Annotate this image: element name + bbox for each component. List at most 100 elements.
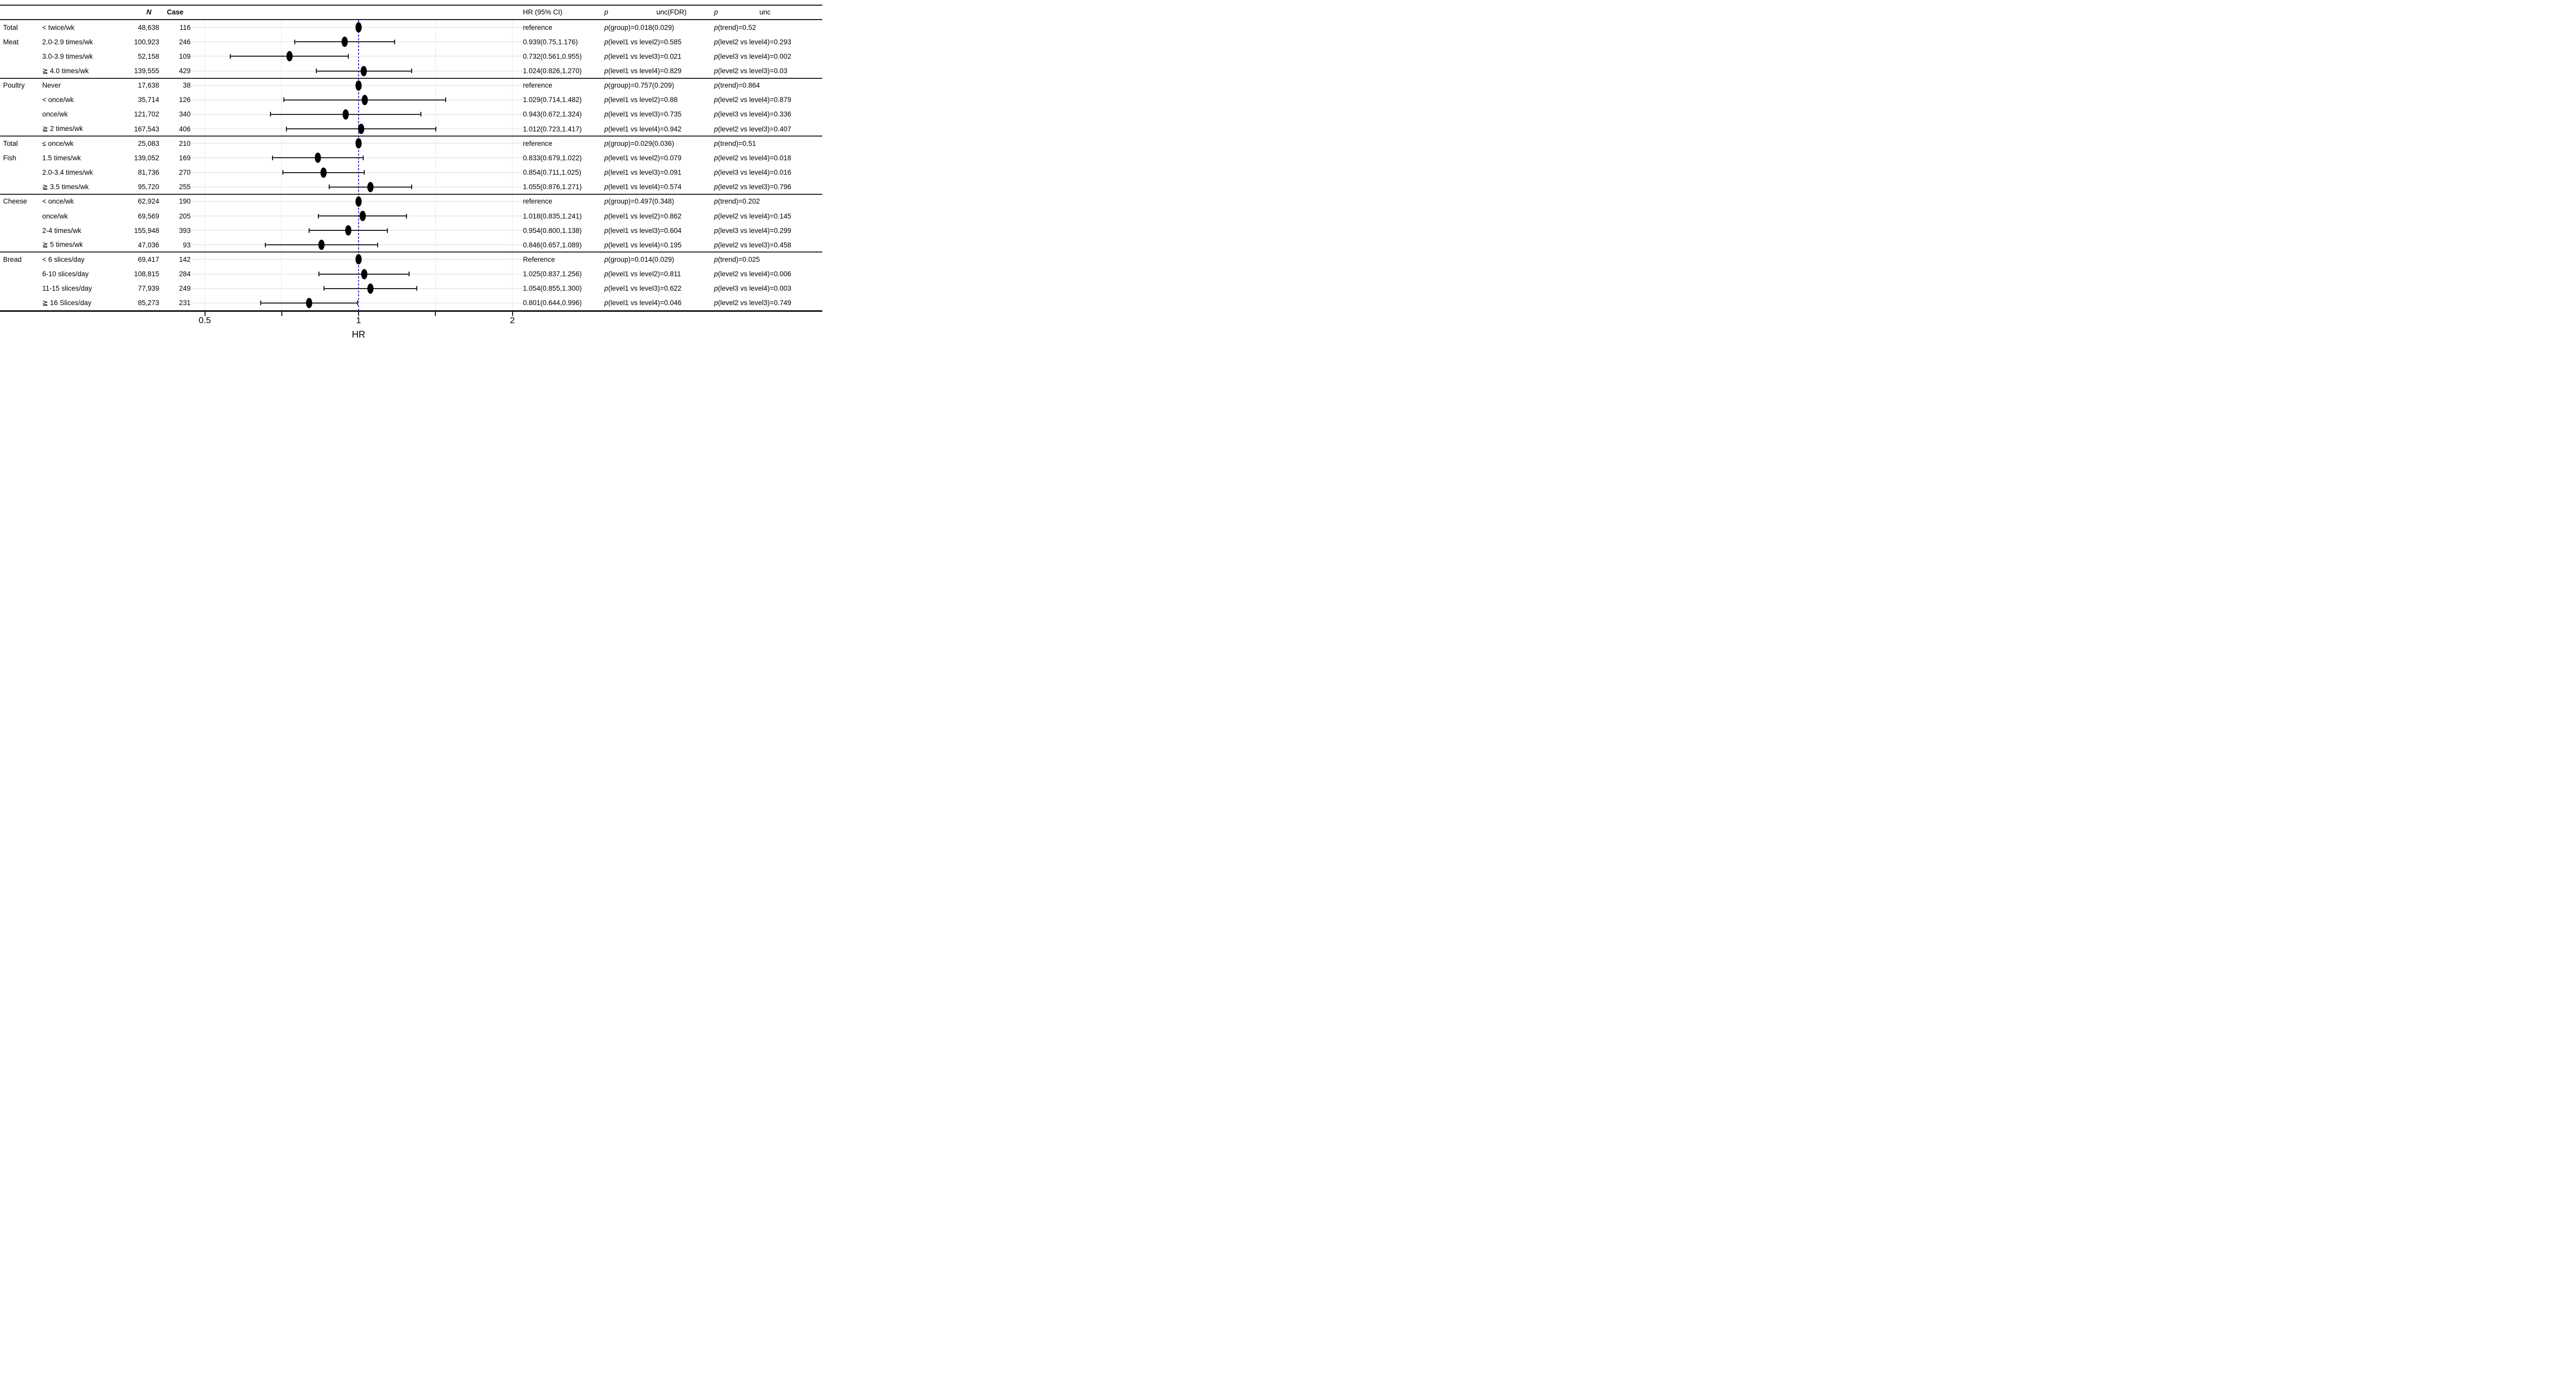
- n-value: 47,036: [138, 241, 159, 249]
- reference-line: [358, 20, 359, 310]
- p-value-primary: p (level1 vs level2)=0.811: [604, 270, 681, 278]
- case-value: 340: [179, 110, 191, 119]
- forest-plot: N Case HR (95% CI) p unc(FDR) p unc HR 0…: [0, 0, 822, 348]
- level-label: 3.0-3.9 times/wk: [42, 52, 93, 60]
- case-value: 231: [179, 299, 191, 307]
- ci-endcap: [416, 286, 417, 291]
- case-value: 116: [179, 23, 191, 31]
- group-label: [3, 223, 41, 238]
- header-separator-rule: [0, 19, 822, 20]
- group-label: [3, 296, 41, 310]
- table-row: ≧ 16 Slices/day 85,273 231 0.801(0.644,0.99…: [0, 296, 822, 310]
- p-value-secondary: p (level3 vs level4)=0.299: [714, 226, 791, 234]
- group-label: [3, 107, 41, 122]
- p-value-primary: p (group)=0.014(0.029): [604, 255, 674, 263]
- table-row: Meat 2.0-2.9 times/wk 100,923 246 0.939(0.75…: [0, 35, 822, 49]
- p-value-primary: p (level1 vs level4)=0.942: [604, 125, 682, 133]
- group-label: [3, 267, 41, 281]
- level-label: < once/wk: [42, 96, 74, 104]
- ci-endcap: [308, 228, 310, 233]
- table-row: once/wk 121,702 340 0.943(0.672,1.324) p (lev…: [0, 107, 822, 122]
- row-guide-line: [192, 56, 523, 57]
- table-row: ≧ 5 times/wk 47,036 93 0.846(0.657,1.089) p(…: [0, 238, 822, 252]
- n-value: 69,569: [138, 212, 159, 220]
- hr-ci-value: reference: [523, 139, 553, 147]
- point-estimate-marker: [345, 225, 351, 236]
- level-label: ≧ 4.0 times/wk: [42, 66, 89, 75]
- level-label: ≧ 16 Slices/day: [42, 298, 92, 307]
- n-value: 62,924: [138, 197, 159, 206]
- hr-ci-value: 1.018(0.835,1.241): [523, 212, 582, 220]
- grid-line: [281, 20, 282, 310]
- group-label: [3, 209, 41, 223]
- p-value-primary: p (level1 vs level3)=0.021: [604, 52, 682, 60]
- hr-ci-value: 0.846(0.657,1.089): [523, 241, 582, 249]
- table-row: 2-4 times/wk 155,948 393 0.954(0.800,1.138)…: [0, 223, 822, 238]
- hr-ci-value: 0.801(0.644,0.996): [523, 299, 582, 307]
- table-row: ≧ 3.5 times/wk 95,720 255 1.055(0.876,1.271…: [0, 180, 822, 194]
- p-value-secondary: p (level3 vs level4)=0.003: [714, 284, 791, 293]
- p-value-secondary: p (level2 vs level3)=0.407: [714, 125, 791, 133]
- ci-endcap: [348, 54, 349, 59]
- ci-endcap: [260, 300, 262, 306]
- n-value: 108,815: [134, 270, 159, 278]
- n-value: 81,736: [138, 169, 159, 177]
- n-value: 139,052: [134, 154, 159, 162]
- p-value-secondary: p (level2 vs level4)=0.006: [714, 270, 791, 278]
- group-label: [3, 63, 41, 78]
- p-value-secondary: p (level3 vs level4)=0.016: [714, 169, 791, 177]
- hr-ci-value: 0.954(0.800,1.138): [523, 226, 582, 234]
- hr-ci-value: 0.833(0.679,1.022): [523, 154, 582, 162]
- level-label: once/wk: [42, 110, 68, 119]
- p-value-primary: p (level1 vs level3)=0.622: [604, 284, 682, 293]
- ci-endcap: [420, 112, 421, 117]
- column-header-case: Case: [166, 8, 184, 16]
- n-value: 121,702: [134, 110, 159, 119]
- p-value-secondary: p (level2 vs level4)=0.145: [714, 212, 791, 220]
- column-header-p-unc: p: [714, 8, 718, 16]
- ci-endcap: [411, 185, 413, 190]
- group-label: Meat: [3, 38, 19, 46]
- case-value: 406: [179, 125, 191, 133]
- point-estimate-marker: [318, 240, 325, 250]
- case-value: 393: [179, 226, 191, 234]
- point-estimate-marker: [361, 65, 367, 76]
- table-row: 3.0-3.9 times/wk 52,158 109 0.732(0.561,0.9…: [0, 49, 822, 63]
- column-header-p-fdr: p: [604, 8, 608, 16]
- n-value: 155,948: [134, 226, 159, 234]
- p-value-secondary: p (trend)=0.51: [714, 139, 756, 147]
- n-value: 48,638: [138, 23, 159, 31]
- p-value-primary: p (level1 vs level2)=0.88: [604, 96, 678, 104]
- p-value-primary: p (level1 vs level3)=0.091: [604, 169, 682, 177]
- level-label: 1.5 times/wk: [42, 154, 81, 162]
- table-row: 11-15 slices/day 77,939 249 1.054(0.855,1.3…: [0, 281, 822, 296]
- case-value: 255: [179, 183, 191, 191]
- group-label: [3, 93, 41, 107]
- p-value-secondary: p (trend)=0.864: [714, 81, 760, 90]
- level-label: 2.0-2.9 times/wk: [42, 38, 93, 46]
- p-value-secondary: p (level3 vs level4)=0.336: [714, 110, 791, 119]
- p-value-primary: p (level1 vs level2)=0.862: [604, 212, 682, 220]
- n-value: 167,543: [134, 125, 159, 133]
- tick-mark: [358, 312, 359, 316]
- p-value-secondary: p (trend)=0.52: [714, 23, 756, 31]
- grid-line: [512, 20, 513, 310]
- ci-endcap: [405, 213, 407, 219]
- n-value: 139,555: [134, 67, 159, 75]
- ci-endcap: [323, 286, 325, 291]
- p-value-primary: p (level1 vs level4)=0.829: [604, 67, 682, 75]
- n-value: 17,638: [138, 81, 159, 90]
- case-value: 190: [179, 197, 191, 206]
- ci-endcap: [318, 213, 319, 219]
- ci-endcap: [409, 272, 410, 277]
- ci-endcap: [286, 126, 287, 131]
- point-estimate-marker: [320, 167, 327, 178]
- section-separator-rule: [0, 77, 822, 79]
- section-separator-rule: [0, 136, 822, 137]
- point-estimate-marker: [361, 269, 367, 279]
- group-label: [3, 238, 41, 252]
- hr-ci-value: 1.012(0.723,1.417): [523, 125, 582, 133]
- p-value-secondary: p (level2 vs level3)=0.458: [714, 241, 791, 249]
- table-top-rule: [0, 5, 822, 6]
- point-estimate-marker: [359, 211, 366, 221]
